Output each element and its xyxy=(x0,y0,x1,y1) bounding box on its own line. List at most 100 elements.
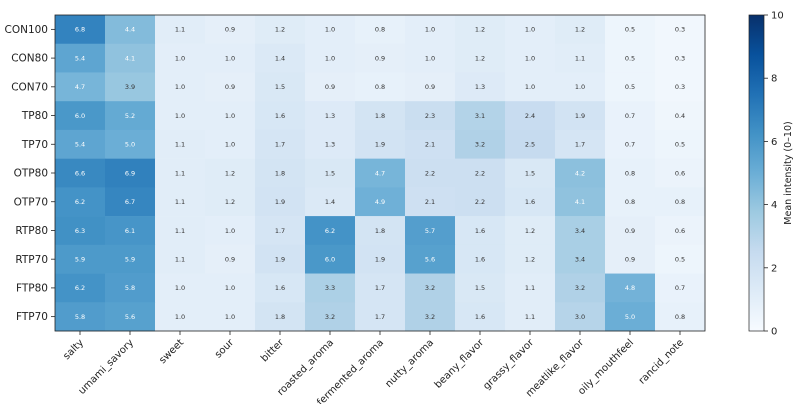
heatmap-cell xyxy=(605,216,656,246)
cell-value-label: 4.1 xyxy=(125,54,135,62)
cell-value-label: 2.1 xyxy=(425,198,435,206)
heatmap-cell xyxy=(205,129,256,159)
heatmap-cell xyxy=(55,43,106,73)
cell-value-label: 1.1 xyxy=(525,284,535,292)
x-tick-label: umami_savory xyxy=(77,337,137,397)
cell-value-label: 1.0 xyxy=(425,54,435,62)
heatmap-cell xyxy=(55,273,106,303)
heatmap-cell xyxy=(205,216,256,246)
heatmap-cell xyxy=(605,187,656,217)
heatmap-cell xyxy=(455,15,506,45)
heatmap-cell xyxy=(405,244,456,274)
cell-value-label: 0.7 xyxy=(625,141,635,149)
heatmap-cell xyxy=(555,302,606,332)
cell-value-label: 1.9 xyxy=(275,255,285,263)
heatmap-cell xyxy=(105,302,156,332)
heatmap-cell xyxy=(105,273,156,303)
cell-value-label: 1.1 xyxy=(175,26,185,34)
cell-value-label: 0.7 xyxy=(625,112,635,120)
heatmap-cell xyxy=(405,216,456,246)
heatmap-cell xyxy=(355,244,406,274)
heatmap-cell xyxy=(505,302,556,332)
heatmap-cell xyxy=(155,244,206,274)
cell-value-label: 2.2 xyxy=(425,169,435,177)
cell-value-label: 1.0 xyxy=(175,313,185,321)
cell-value-label: 3.2 xyxy=(425,313,435,321)
cell-value-label: 1.2 xyxy=(225,169,235,177)
heatmap-cell xyxy=(555,129,606,159)
y-tick-label: CON80 xyxy=(11,53,48,65)
heatmap-cell xyxy=(605,244,656,274)
heatmap-cell xyxy=(305,244,356,274)
heatmap-cell xyxy=(355,216,406,246)
cell-value-label: 1.1 xyxy=(175,141,185,149)
cell-value-label: 1.0 xyxy=(225,112,235,120)
heatmap-cell xyxy=(405,129,456,159)
heatmap-cell xyxy=(55,72,106,102)
heatmap-cell xyxy=(355,158,406,188)
heatmap-cell xyxy=(55,216,106,246)
heatmap-cell xyxy=(255,158,306,188)
cell-value-label: 5.6 xyxy=(425,255,435,263)
cell-value-label: 5.8 xyxy=(125,284,135,292)
heatmap-cell xyxy=(305,216,356,246)
cell-value-label: 1.6 xyxy=(475,313,485,321)
heatmap-cell xyxy=(255,72,306,102)
heatmap-cell xyxy=(155,302,206,332)
cell-value-label: 5.8 xyxy=(75,313,85,321)
heatmap-cell xyxy=(105,101,156,131)
x-tick-label: rancid_note xyxy=(637,337,686,386)
heatmap-cell xyxy=(505,129,556,159)
heatmap-cell xyxy=(305,129,356,159)
heatmap-cell xyxy=(655,273,706,303)
heatmap-cell xyxy=(555,158,606,188)
cell-value-label: 6.6 xyxy=(75,169,85,177)
cell-value-label: 6.0 xyxy=(75,112,85,120)
cell-value-label: 1.2 xyxy=(525,227,535,235)
heatmap-cell xyxy=(405,72,456,102)
cell-value-label: 0.8 xyxy=(375,83,385,91)
heatmap-cell xyxy=(505,15,556,45)
heatmap-cell xyxy=(305,72,356,102)
heatmap-cell xyxy=(355,273,406,303)
cell-value-label: 6.2 xyxy=(325,227,335,235)
cell-value-label: 4.1 xyxy=(575,198,585,206)
heatmap-cell xyxy=(555,216,606,246)
heatmap-cells xyxy=(55,15,706,332)
cell-value-label: 5.2 xyxy=(125,112,135,120)
heatmap-cell xyxy=(655,158,706,188)
heatmap-cell xyxy=(555,15,606,45)
y-tick-label: FTP70 xyxy=(16,311,48,323)
heatmap-cell xyxy=(205,158,256,188)
heatmap-cell xyxy=(105,129,156,159)
heatmap-cell xyxy=(55,187,106,217)
cell-value-label: 1.0 xyxy=(325,54,335,62)
heatmap-cell xyxy=(155,158,206,188)
heatmap-cell xyxy=(455,101,506,131)
cell-value-label: 1.0 xyxy=(525,26,535,34)
y-tick-label: CON70 xyxy=(11,81,48,93)
cell-value-label: 1.0 xyxy=(175,112,185,120)
cell-value-label: 5.6 xyxy=(125,313,135,321)
heatmap-cell xyxy=(405,15,456,45)
cell-value-label: 6.2 xyxy=(75,284,85,292)
cell-value-label: 2.2 xyxy=(475,198,485,206)
heatmap-cell xyxy=(305,101,356,131)
cell-value-label: 1.0 xyxy=(225,54,235,62)
heatmap-cell xyxy=(605,72,656,102)
cell-value-label: 1.7 xyxy=(375,313,385,321)
cell-value-label: 0.3 xyxy=(675,54,685,62)
cell-value-label: 3.2 xyxy=(475,141,485,149)
cell-value-label: 2.4 xyxy=(525,112,535,120)
heatmap-cell xyxy=(455,43,506,73)
x-tick-label: salty xyxy=(61,337,86,362)
heatmap-cell xyxy=(105,43,156,73)
heatmap-cell xyxy=(455,72,506,102)
heatmap-cell xyxy=(205,273,256,303)
cell-value-label: 6.3 xyxy=(75,227,85,235)
cell-value-label: 0.8 xyxy=(625,198,635,206)
heatmap-cell-values: 6.8 4.4 1.1 0.9 1.2 1.0 0.8 1.0 1.2 1.0 1.2 0.5 0.3 5… xyxy=(75,26,685,321)
cell-value-label: 1.4 xyxy=(325,198,335,206)
cell-value-label: 6.9 xyxy=(125,169,135,177)
